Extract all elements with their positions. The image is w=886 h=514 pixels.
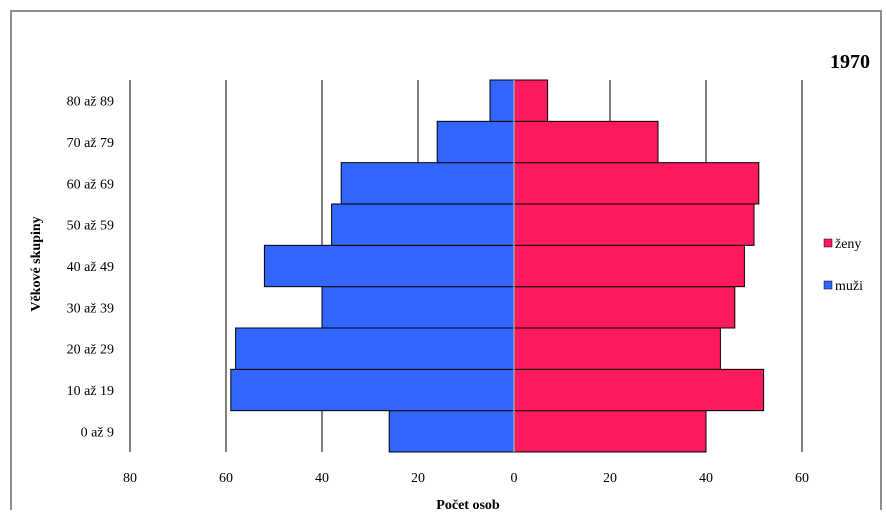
legend-swatch-0 — [823, 238, 833, 248]
legend-swatch-1 — [823, 280, 833, 290]
x-axis-title: Počet osob — [436, 498, 500, 513]
legend-label-0: ženy — [835, 237, 861, 252]
bar-muzi-5 — [331, 203, 515, 246]
bar-zeny-2 — [513, 327, 721, 370]
x-tick-label-3: 20 — [411, 471, 425, 486]
x-tick-label-2: 40 — [315, 471, 329, 486]
bar-zeny-6 — [513, 162, 760, 205]
y-axis-title: Věkové skupiny — [29, 216, 44, 311]
bar-zeny-7 — [513, 120, 659, 164]
x-tick-label-0: 80 — [123, 471, 137, 486]
chart-title: 1970 — [830, 51, 870, 73]
bar-zeny-5 — [513, 203, 755, 246]
y-tick-label-8: 80 až 89 — [67, 95, 114, 110]
y-tick-label-1: 10 až 19 — [67, 384, 114, 399]
bar-muzi-6 — [340, 162, 515, 205]
bar-zeny-1 — [513, 368, 765, 412]
bar-muzi-0 — [388, 410, 515, 453]
legend-label-1: muži — [835, 279, 863, 294]
bar-zeny-8 — [513, 79, 549, 122]
legend: ženy muži — [823, 237, 863, 294]
y-tick-label-6: 60 až 69 — [67, 177, 114, 192]
bars — [230, 79, 765, 453]
y-tick-label-7: 70 až 79 — [67, 136, 114, 151]
y-tick-labels: 0 až 9 10 až 19 20 až 29 30 až 39 40 až 49 50… — [67, 95, 114, 441]
x-tick-label-5: 20 — [603, 471, 617, 486]
y-tick-label-4: 40 až 49 — [67, 260, 114, 275]
bar-muzi-8 — [489, 79, 515, 122]
y-tick-label-5: 50 až 59 — [67, 219, 114, 234]
bar-muzi-1 — [230, 368, 515, 412]
x-tick-label-7: 60 — [795, 471, 809, 486]
bar-zeny-4 — [513, 244, 745, 288]
x-tick-labels: 80 60 40 20 0 20 40 60 — [123, 471, 809, 486]
y-tick-label-0: 0 až 9 — [81, 425, 114, 440]
bar-muzi-2 — [235, 327, 515, 370]
bar-zeny-0 — [513, 410, 707, 453]
x-tick-label-4: 0 — [511, 471, 518, 486]
x-tick-label-1: 60 — [219, 471, 233, 486]
bar-muzi-7 — [436, 120, 515, 164]
bar-zeny-3 — [513, 286, 736, 329]
bar-muzi-4 — [263, 244, 515, 288]
y-tick-label-2: 20 až 29 — [67, 343, 114, 358]
y-tick-label-3: 30 až 39 — [67, 301, 114, 316]
bar-muzi-3 — [321, 286, 515, 329]
x-tick-label-6: 40 — [699, 471, 713, 486]
